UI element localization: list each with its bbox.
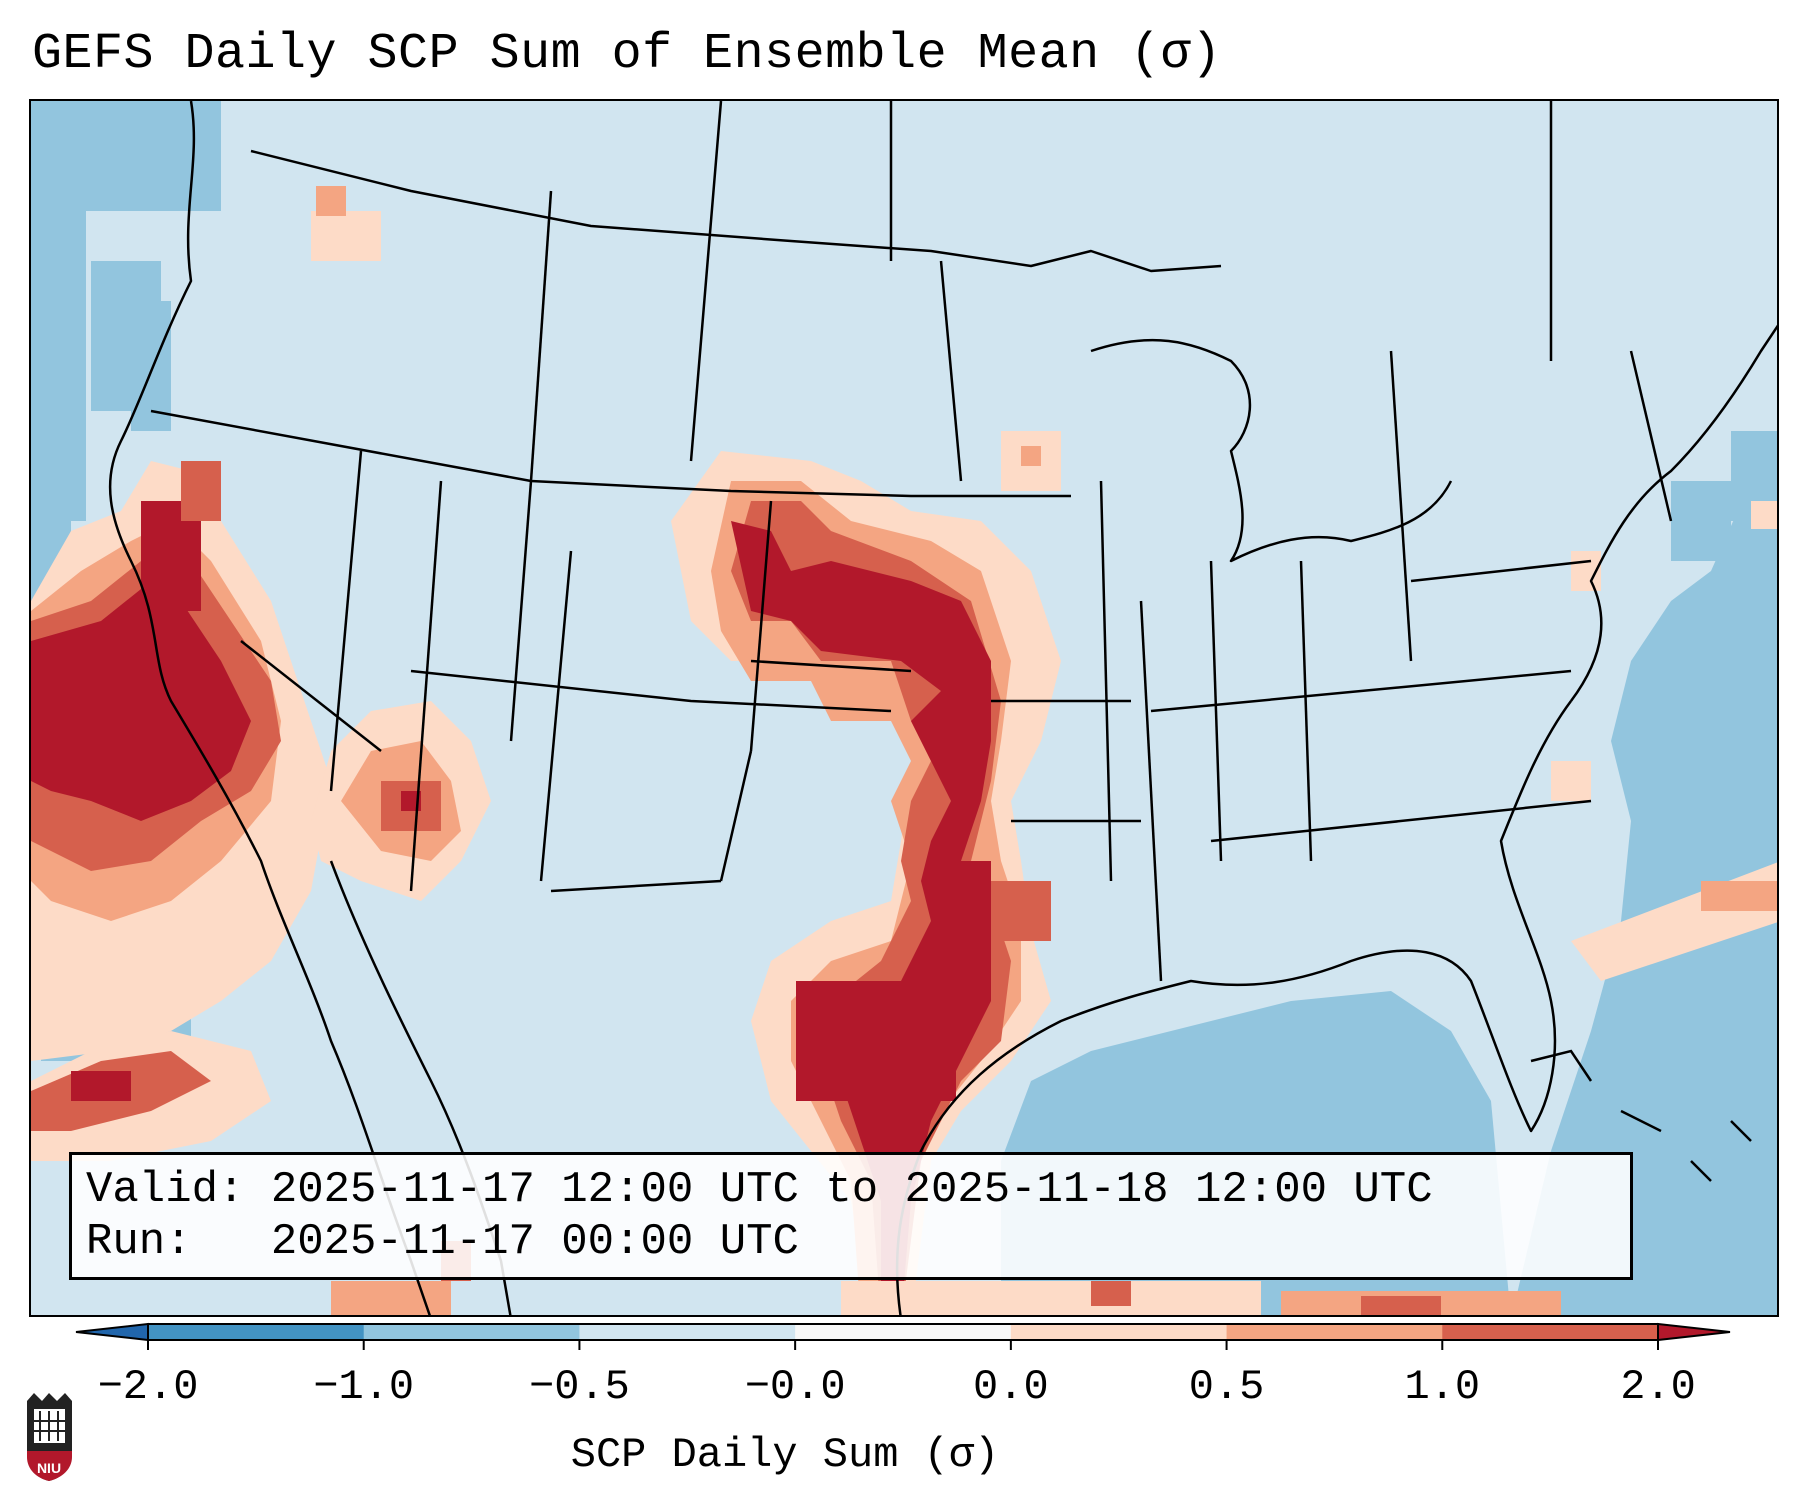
atlantic-positive-core [1701,881,1777,911]
arizona-anomaly [311,701,491,901]
colorbar-tick-label: −0.0 [744,1363,846,1411]
colorbar-tick-label: 1.0 [1404,1363,1481,1411]
colorbar-bin [148,1324,365,1340]
colorbar-tick-label: 0.5 [1188,1363,1265,1411]
map-panel: Valid: 2025-11-17 12:00 UTC to 2025-11-1… [29,99,1779,1317]
colorbar-bins [75,1322,1731,1342]
colorbar-label: SCP Daily Sum (σ) [570,1431,1000,1479]
info-box: Valid: 2025-11-17 12:00 UTC to 2025-11-1… [69,1152,1633,1280]
pacific-lower-streak [31,1031,271,1161]
colorbar-bin [1226,1324,1443,1340]
caribbean-islands [1530,1049,1752,1182]
colorbar-bin [1010,1324,1228,1340]
plains-anomaly [671,451,1061,1315]
colorbar-tick-label: −2.0 [97,1363,199,1411]
colorbar-extend-low [75,1322,149,1342]
logo-crown-icon [27,1393,72,1401]
idaho-anomaly [311,186,381,261]
colorbar-tick-label: −0.5 [529,1363,630,1411]
colorbar-outline [147,1323,1659,1341]
iowa-anomaly [1001,431,1061,491]
colorbar-bin [795,1324,1012,1340]
colorbar-bin [1442,1324,1659,1340]
colorbar-bin [579,1324,796,1340]
west-coast-anomaly [31,461,331,1061]
colorbar-extend-high [1657,1322,1731,1342]
logo-text: NIU [37,1460,61,1476]
colorbar-tick-label: 0.0 [973,1363,1049,1411]
colorbar-tick-label: 2.0 [1620,1363,1696,1411]
colorbar-bin [363,1324,580,1340]
logo-base [27,1451,72,1481]
mexico-anomaly [331,1241,1561,1315]
valid-time-text: Valid: 2025-11-17 12:00 UTC to 2025-11-1… [86,1165,1433,1215]
scp-map [31,101,1777,1315]
niu-logo: NIU [27,1393,72,1481]
run-time-text: Run: 2025-11-17 00:00 UTC [86,1217,799,1267]
chart-title: GEFS Daily SCP Sum of Ensemble Mean (σ) [32,26,1222,83]
colorbar-tick-label: −1.0 [313,1363,415,1411]
boundaries [108,101,1777,1315]
colorbar-ticks [147,1340,1659,1350]
